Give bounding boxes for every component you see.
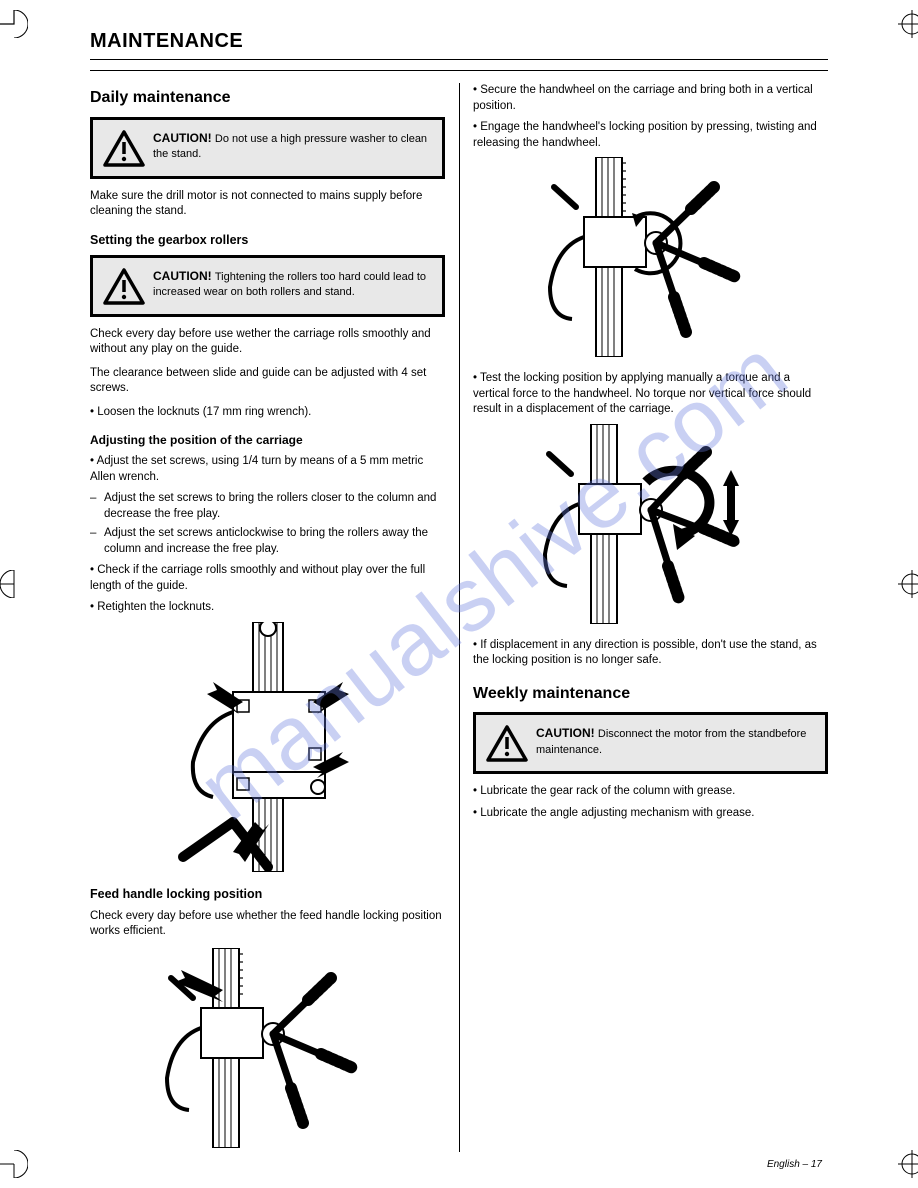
left-column: Daily maintenance CAUTION! Do not use a … <box>90 83 459 1162</box>
warning-triangle-icon <box>103 130 145 168</box>
instruction: • Lubricate the angle adjusting mechanis… <box>473 806 828 822</box>
subhead-daily: Daily maintenance <box>90 87 445 109</box>
paragraph: The clearance between slide and guide ca… <box>90 366 445 397</box>
adjust-subheading: Adjusting the position of the carriage <box>90 432 445 448</box>
feed-handle-heading: Feed handle locking position <box>90 886 445 903</box>
caution-label: CAUTION! <box>153 269 212 283</box>
crop-mark-icon <box>898 1150 918 1178</box>
caution-label: CAUTION! <box>536 726 595 740</box>
instruction: • Secure the handwheel on the carriage a… <box>473 83 828 114</box>
subhead-weekly: Weekly maintenance <box>473 683 828 705</box>
figure-locknuts <box>90 622 445 872</box>
instruction: • Retighten the locknuts. <box>90 600 445 616</box>
section-title: MAINTENANCE <box>90 30 828 53</box>
rollers-heading: Setting the gearbox rollers <box>90 232 445 249</box>
caution-label: CAUTION! <box>153 131 212 145</box>
list-item: Adjust the set screws anticlockwise to b… <box>90 526 445 557</box>
caution-box: CAUTION! Disconnect the motor from the s… <box>473 712 828 774</box>
crop-mark-icon <box>0 10 28 38</box>
caution-box: CAUTION! Do not use a high pressure wash… <box>90 117 445 179</box>
figure-lock-engage <box>473 157 828 357</box>
figure-force-test <box>473 424 828 624</box>
divider <box>90 70 828 71</box>
crop-mark-icon <box>898 10 918 38</box>
instruction: • Lubricate the gear rack of the column … <box>473 784 828 800</box>
instruction: • Test the locking position by applying … <box>473 371 828 418</box>
page-frame: MAINTENANCE Daily maintenance CAUTION! D… <box>90 30 828 1148</box>
warning-triangle-icon <box>486 725 528 763</box>
page-number: English – 17 <box>767 1159 822 1170</box>
paragraph: Make sure the drill motor is not connect… <box>90 189 445 220</box>
crop-mark-icon <box>0 570 28 598</box>
instruction: • Engage the handwheel's locking positio… <box>473 120 828 151</box>
crop-mark-icon <box>0 1150 28 1178</box>
paragraph: Check every day before use wether the ca… <box>90 327 445 358</box>
figure-feed-handle <box>90 948 445 1148</box>
instruction: • Check if the carriage rolls smoothly a… <box>90 563 445 594</box>
caution-box: CAUTION! Tightening the rollers too hard… <box>90 255 445 317</box>
right-column: • Secure the handwheel on the carriage a… <box>459 83 828 1162</box>
divider <box>90 59 828 60</box>
crop-mark-icon <box>898 570 918 598</box>
instruction: • Loosen the locknuts (17 mm ring wrench… <box>90 405 445 421</box>
column-divider <box>459 83 460 1152</box>
bullet-list: Adjust the set screws to bring the rolle… <box>90 491 445 557</box>
instruction: • Adjust the set screws, using 1/4 turn … <box>90 454 445 485</box>
list-item: Adjust the set screws to bring the rolle… <box>90 491 445 522</box>
instruction: • If displacement in any direction is po… <box>473 638 828 669</box>
warning-triangle-icon <box>103 268 145 306</box>
paragraph: Check every day before use whether the f… <box>90 909 445 940</box>
